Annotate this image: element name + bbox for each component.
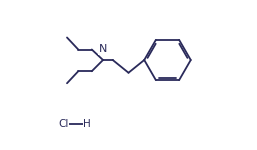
Text: Cl: Cl — [58, 119, 68, 129]
Text: N: N — [99, 45, 107, 54]
Text: H: H — [83, 119, 91, 129]
